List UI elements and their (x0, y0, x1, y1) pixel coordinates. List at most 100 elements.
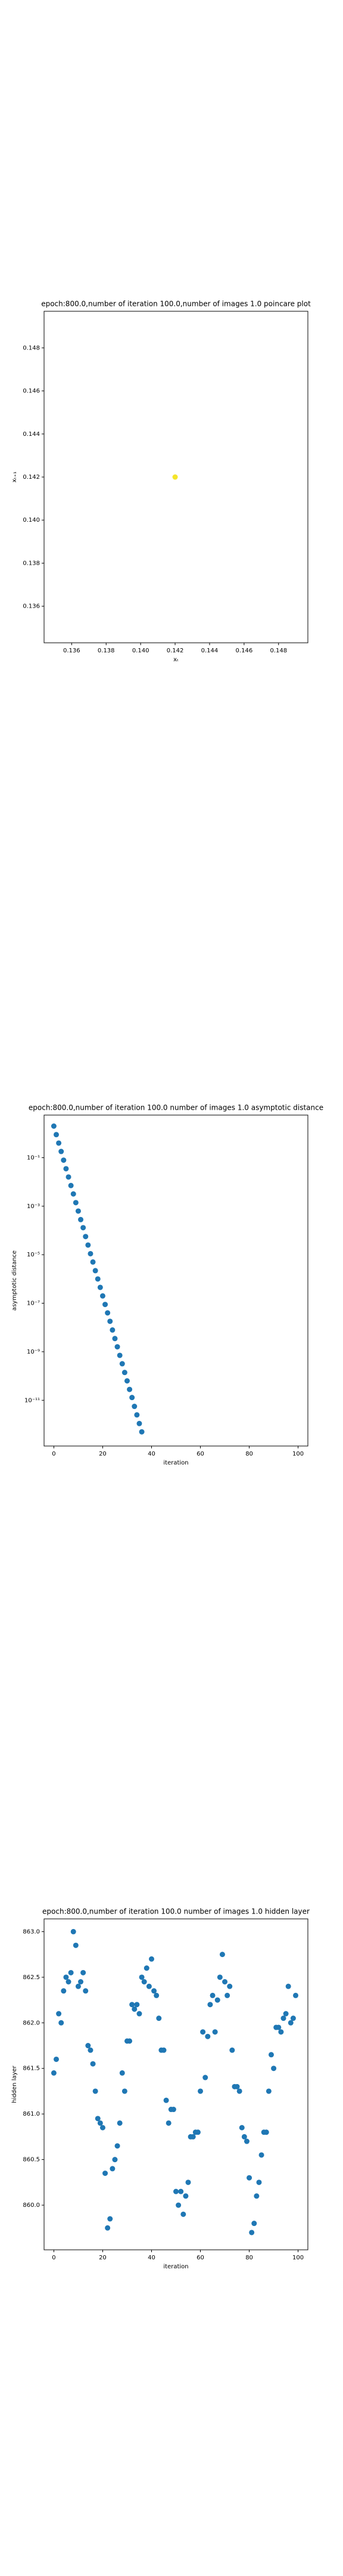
point (190, 2134, 196, 2140)
point (110, 1327, 116, 1333)
y-tick-label: 10⁻¹ (27, 1154, 40, 1161)
point (234, 2083, 240, 2089)
point (61, 1988, 67, 1994)
x-tick-label: 0 (52, 1451, 55, 1457)
y-tick-label: 861.5 (23, 2066, 40, 2072)
point (254, 2193, 260, 2199)
point (236, 2088, 242, 2094)
point (247, 2175, 252, 2181)
point (121, 1370, 127, 1376)
x-tick-label: 0.142 (167, 648, 184, 654)
point (148, 1956, 154, 1962)
point (276, 2024, 282, 2030)
point (139, 1429, 145, 1435)
point (78, 1979, 84, 1984)
point (114, 1344, 120, 1350)
point (141, 1979, 147, 1984)
point (112, 1336, 118, 1342)
point (107, 1318, 113, 1324)
y-tick-label: 860.0 (23, 2202, 40, 2209)
point (119, 2070, 125, 2076)
point (58, 1148, 64, 1154)
x-tick-label: 40 (148, 1451, 155, 1457)
point (127, 2038, 133, 2044)
point (129, 2002, 135, 2008)
point (290, 2015, 296, 2021)
point (102, 2171, 108, 2176)
x-axis-label: iteration (163, 1460, 188, 1466)
point (224, 1992, 230, 1998)
point (124, 1378, 130, 1384)
point (54, 2056, 60, 2062)
point (61, 1157, 67, 1163)
point (163, 2097, 169, 2103)
x-tick-label: 40 (148, 2255, 155, 2261)
y-tick-label: 862.0 (23, 2020, 40, 2026)
point (73, 1200, 79, 1206)
y-tick-label: 10⁻⁵ (27, 1252, 40, 1258)
y-tick-label: 863.0 (23, 1928, 40, 1935)
point (146, 1983, 152, 1989)
point (202, 2075, 208, 2080)
point (173, 2188, 179, 2194)
y-tick-label: 0.142 (23, 474, 40, 481)
point (222, 1979, 228, 1984)
point (105, 2225, 111, 2231)
point (229, 2047, 235, 2053)
x-tick-label: 20 (99, 2255, 107, 2261)
point (54, 1132, 60, 1138)
point (136, 2011, 142, 2017)
point (63, 1974, 69, 1980)
point (90, 2061, 96, 2067)
point (134, 1412, 140, 1418)
point (283, 2011, 289, 2017)
y-axis-label: hidden layer (11, 2065, 18, 2103)
y-tick-label: 0.148 (23, 345, 40, 351)
point (85, 2043, 91, 2049)
point (92, 1268, 98, 1274)
chart-title: epoch:800.0,number of iteration 100.0 nu… (42, 1908, 310, 1916)
point (244, 2138, 250, 2144)
point (183, 2193, 189, 2199)
point (85, 1242, 91, 1248)
point (63, 1166, 69, 1172)
point (288, 2020, 294, 2026)
point (178, 2188, 184, 2194)
point (154, 1992, 160, 1998)
point (110, 2166, 116, 2172)
point (56, 1140, 62, 1146)
point (292, 1992, 298, 1998)
point (256, 2179, 262, 2185)
axes-frame (43, 1918, 308, 2250)
point (68, 1182, 74, 1188)
point (56, 2011, 62, 2017)
point (66, 1979, 71, 1984)
point (107, 2216, 113, 2222)
point (278, 2029, 284, 2035)
point (112, 2157, 118, 2163)
chart-title: epoch:800.0,number of iteration 100.0 nu… (29, 1104, 323, 1112)
point (212, 2029, 218, 2035)
point (139, 1974, 145, 1980)
point (151, 1988, 157, 1994)
point (144, 1965, 149, 1971)
point (207, 2002, 213, 2008)
point (195, 2129, 201, 2135)
point (132, 2006, 138, 2012)
point (127, 1386, 133, 1392)
x-tick-label: 0.140 (132, 648, 149, 654)
y-tick-label: 0.140 (23, 517, 40, 524)
point (80, 1225, 86, 1231)
point (258, 2152, 264, 2158)
point (121, 2088, 127, 2094)
point (99, 2125, 105, 2131)
x-tick-label: 0.148 (270, 648, 287, 654)
point (166, 2120, 172, 2126)
point (251, 2221, 257, 2227)
x-tick-label: 60 (197, 1451, 204, 1457)
axes-frame (43, 311, 308, 643)
point (75, 1208, 81, 1214)
y-tick-label: 10⁻⁹ (27, 1349, 40, 1355)
x-tick-label: 80 (245, 1451, 253, 1457)
